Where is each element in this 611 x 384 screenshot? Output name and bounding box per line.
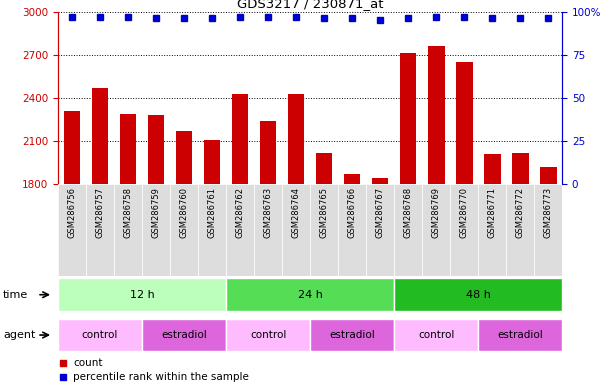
Bar [58, 319, 142, 351]
Title: GDS3217 / 230871_at: GDS3217 / 230871_at [237, 0, 383, 10]
Text: GSM286763: GSM286763 [263, 187, 273, 238]
Bar [394, 184, 422, 276]
Bar [478, 184, 506, 276]
Text: GSM286767: GSM286767 [376, 187, 384, 238]
Bar [540, 167, 557, 184]
Text: GSM286761: GSM286761 [208, 187, 216, 238]
Text: GSM286757: GSM286757 [95, 187, 104, 238]
Bar [422, 184, 450, 276]
Text: GSM286759: GSM286759 [152, 187, 161, 238]
Text: estradiol: estradiol [329, 330, 375, 340]
Text: time: time [3, 290, 28, 300]
Text: GSM286766: GSM286766 [348, 187, 357, 238]
Bar [316, 152, 332, 184]
Bar [506, 184, 534, 276]
Text: GSM286760: GSM286760 [180, 187, 189, 238]
Text: 48 h: 48 h [466, 290, 491, 300]
Bar [456, 62, 472, 184]
Text: GSM286771: GSM286771 [488, 187, 497, 238]
Text: GSM286765: GSM286765 [320, 187, 329, 238]
Bar [310, 319, 394, 351]
Bar [254, 184, 282, 276]
Bar [343, 174, 360, 184]
Bar [120, 114, 136, 184]
Bar [198, 184, 226, 276]
Bar [371, 178, 389, 184]
Bar [534, 184, 562, 276]
Text: GSM286772: GSM286772 [516, 187, 525, 238]
Bar [64, 111, 81, 184]
Bar [176, 131, 192, 184]
Bar [478, 319, 562, 351]
Bar [226, 184, 254, 276]
Bar [450, 184, 478, 276]
Bar [58, 278, 226, 311]
Text: 24 h: 24 h [298, 290, 323, 300]
Bar [484, 154, 500, 184]
Bar [92, 88, 109, 184]
Text: agent: agent [3, 330, 35, 340]
Bar [226, 278, 394, 311]
Text: control: control [250, 330, 287, 340]
Text: 12 h: 12 h [130, 290, 155, 300]
Bar [58, 184, 86, 276]
Bar [170, 184, 198, 276]
Bar [400, 53, 417, 184]
Bar [282, 184, 310, 276]
Text: count: count [73, 358, 103, 368]
Bar [114, 184, 142, 276]
Bar [86, 184, 114, 276]
Bar [394, 278, 562, 311]
Text: GSM286768: GSM286768 [404, 187, 412, 238]
Bar [511, 152, 529, 184]
Text: GSM286758: GSM286758 [123, 187, 133, 238]
Text: GSM286762: GSM286762 [236, 187, 244, 238]
Text: estradiol: estradiol [497, 330, 543, 340]
Bar [232, 94, 249, 184]
Bar [203, 140, 221, 184]
Bar [428, 46, 444, 184]
Bar [310, 184, 338, 276]
Text: percentile rank within the sample: percentile rank within the sample [73, 372, 249, 382]
Bar [260, 121, 276, 184]
Text: GSM286773: GSM286773 [544, 187, 552, 238]
Bar [226, 319, 310, 351]
Bar [394, 319, 478, 351]
Text: GSM286756: GSM286756 [68, 187, 76, 238]
Bar [288, 94, 304, 184]
Text: GSM286770: GSM286770 [459, 187, 469, 238]
Text: control: control [82, 330, 119, 340]
Bar [148, 115, 164, 184]
Bar [142, 184, 170, 276]
Text: control: control [418, 330, 455, 340]
Bar [366, 184, 394, 276]
Text: GSM286769: GSM286769 [431, 187, 441, 238]
Text: estradiol: estradiol [161, 330, 207, 340]
Bar [338, 184, 366, 276]
Text: GSM286764: GSM286764 [291, 187, 301, 238]
Bar [142, 319, 226, 351]
